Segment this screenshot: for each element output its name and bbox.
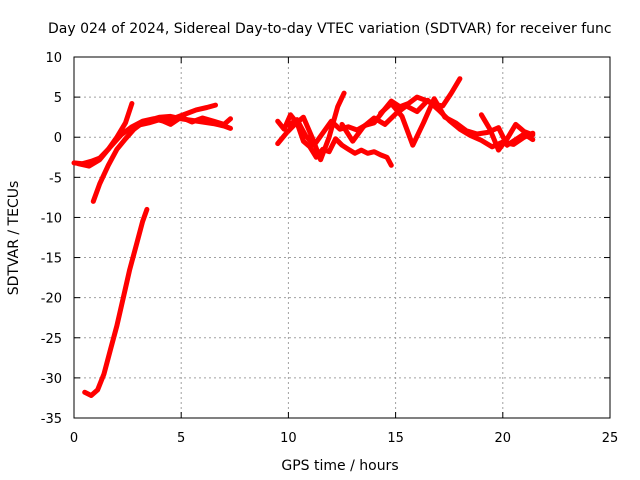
x-tick-label: 10: [280, 431, 297, 446]
series-line-arc-10: [378, 96, 536, 148]
y-axis-label: SDTVAR / TECUs: [6, 181, 22, 296]
y-tick-label: -10: [41, 211, 62, 226]
y-tick-label: -35: [41, 412, 62, 427]
x-tick-label: 15: [387, 431, 404, 446]
series-line-arc-3: [75, 102, 218, 169]
y-tick-label: -30: [41, 372, 62, 387]
series-line-arc-4: [135, 114, 233, 128]
plot-frame: [73, 56, 611, 419]
x-tick-label: 25: [602, 431, 619, 446]
x-tick-label: 5: [177, 431, 185, 446]
series-line-arc-2: [90, 113, 233, 204]
y-tick-label: -20: [41, 292, 62, 307]
y-tick-label: -25: [41, 332, 62, 347]
axis-ticks: 0 5 10 15 20 25 10 5 0 -5 -10 -15 -20 -25 -30 -35: [41, 51, 619, 446]
series-line-arc-11: [478, 112, 536, 153]
data-series: [71, 76, 536, 398]
y-tick-label: 5: [54, 91, 62, 106]
y-tick-label: -15: [41, 252, 62, 267]
y-tick-label: 10: [45, 51, 62, 66]
x-tick-label: 20: [495, 431, 512, 446]
x-tick-label: 0: [70, 431, 78, 446]
grid-lines: [74, 57, 610, 418]
series-line-arc-7: [275, 90, 347, 163]
y-tick-label: -5: [49, 171, 62, 186]
series-line-arc-5: [82, 206, 150, 398]
series-line-arc-8: [285, 76, 463, 148]
chart-title: Day 024 of 2024, Sidereal Day-to-day VTE…: [48, 21, 612, 37]
y-tick-label: 0: [54, 131, 62, 146]
x-axis-label: GPS time / hours: [281, 458, 398, 474]
